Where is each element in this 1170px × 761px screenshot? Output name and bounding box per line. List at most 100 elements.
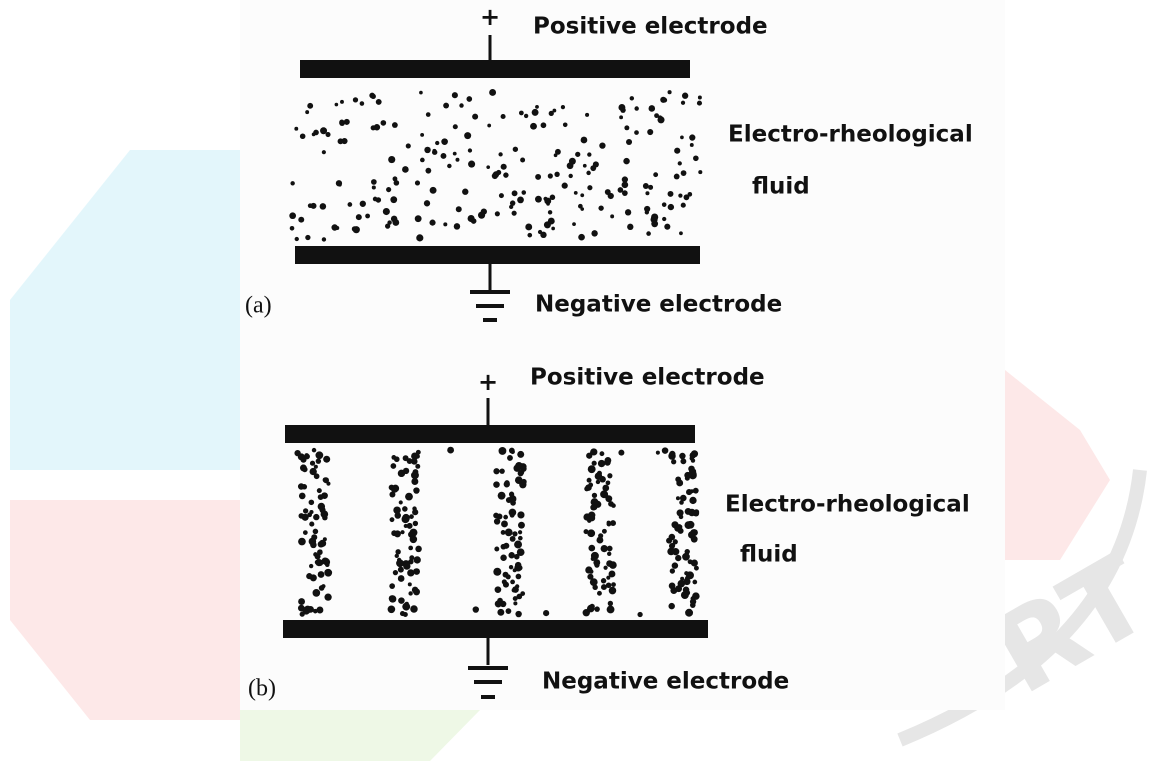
particle — [673, 173, 680, 180]
particle — [588, 544, 596, 552]
particle — [597, 590, 602, 596]
particle — [318, 585, 325, 591]
particle — [424, 146, 431, 154]
particle — [554, 148, 561, 155]
particle — [409, 514, 414, 519]
particle — [405, 143, 411, 149]
particle — [389, 595, 397, 603]
particle — [429, 219, 436, 226]
particle — [585, 484, 592, 491]
particle — [409, 528, 418, 537]
particle — [520, 465, 527, 472]
particle — [321, 557, 329, 565]
particle — [591, 230, 598, 237]
particle — [624, 209, 632, 216]
particle — [462, 188, 469, 195]
particle — [611, 503, 616, 508]
particle — [611, 587, 616, 593]
particle — [525, 223, 533, 231]
particle — [390, 196, 398, 204]
particle — [411, 458, 418, 465]
particle — [547, 210, 553, 215]
particle — [677, 161, 682, 166]
particle — [604, 189, 611, 195]
particle — [517, 511, 525, 519]
particle — [415, 449, 421, 455]
particle — [599, 142, 606, 149]
particle — [624, 125, 630, 131]
particle — [596, 536, 604, 544]
particle — [618, 104, 626, 111]
particle — [397, 575, 405, 582]
particle — [386, 187, 392, 193]
negative-label: Negative electrode — [542, 669, 789, 695]
particle — [393, 506, 401, 514]
particle — [503, 514, 508, 520]
particle — [690, 470, 697, 477]
particle — [408, 591, 413, 596]
particle — [605, 582, 612, 589]
particle — [467, 148, 473, 153]
particle — [420, 132, 425, 137]
particle — [591, 460, 597, 466]
particle — [547, 173, 553, 179]
particle — [549, 194, 556, 201]
particle — [669, 450, 676, 458]
particle — [523, 113, 529, 119]
particle — [387, 220, 392, 225]
particle — [602, 484, 610, 492]
particle — [365, 213, 371, 219]
particle — [318, 539, 327, 547]
particle — [646, 231, 651, 236]
particle — [531, 108, 539, 116]
particle — [419, 90, 423, 95]
particle — [498, 193, 504, 199]
particle — [309, 460, 316, 466]
particle — [305, 234, 311, 241]
particle — [668, 602, 675, 610]
particle — [317, 502, 326, 511]
plus-sign: + — [480, 3, 500, 31]
particle — [521, 190, 527, 195]
particle — [668, 582, 676, 590]
particle — [414, 215, 422, 223]
particle — [572, 222, 576, 227]
particle — [675, 585, 683, 593]
particle — [688, 465, 695, 473]
particle — [606, 520, 611, 525]
particle — [587, 185, 593, 191]
particle — [671, 459, 677, 465]
particle — [316, 606, 324, 614]
particle — [517, 535, 523, 541]
particle — [385, 223, 391, 229]
particle — [393, 530, 401, 538]
particle — [667, 90, 672, 95]
particle — [375, 98, 382, 105]
particle — [669, 568, 676, 574]
positive-plate — [300, 60, 690, 78]
particle — [289, 225, 295, 231]
particle — [671, 521, 679, 529]
particle — [320, 127, 328, 135]
particle — [674, 147, 681, 154]
negative-plate — [283, 620, 708, 638]
particle — [499, 468, 505, 474]
particle — [515, 610, 522, 618]
particle — [414, 180, 421, 186]
positive-label: Positive electrode — [530, 365, 765, 391]
particle — [657, 115, 663, 120]
particle — [503, 172, 509, 178]
particle — [315, 458, 322, 464]
particle — [684, 571, 689, 576]
particle — [604, 456, 612, 464]
particle — [662, 216, 667, 222]
particle — [690, 559, 698, 567]
particle — [589, 603, 595, 610]
particle — [406, 458, 413, 465]
particle — [405, 492, 413, 501]
particle — [582, 163, 587, 168]
particle — [371, 185, 376, 190]
particle — [413, 556, 421, 564]
particle — [313, 464, 318, 469]
particle — [516, 548, 525, 557]
